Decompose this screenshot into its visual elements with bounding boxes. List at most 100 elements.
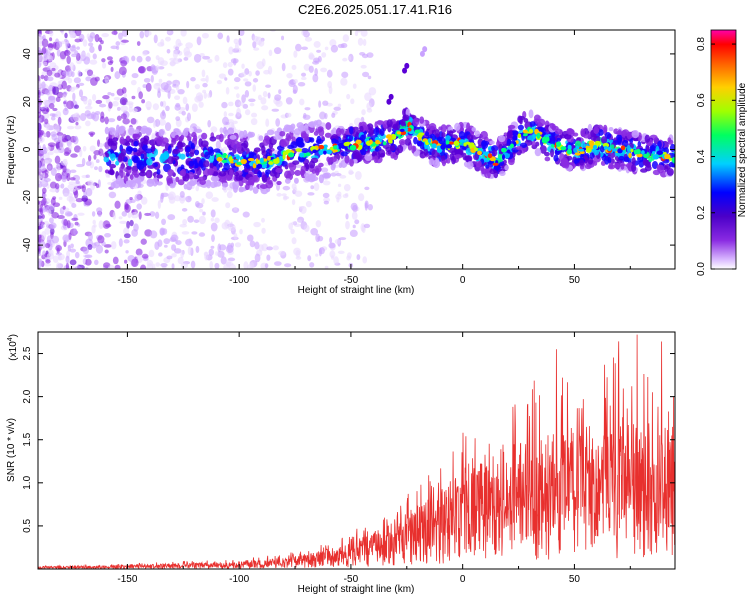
noise-blob bbox=[248, 70, 252, 77]
ridge-core bbox=[652, 154, 660, 160]
noise-blob bbox=[160, 192, 165, 200]
ridge-core bbox=[566, 148, 573, 155]
noise-blob bbox=[74, 135, 78, 142]
noise-blob bbox=[38, 234, 42, 239]
noise-blob bbox=[69, 62, 75, 71]
noise-blob bbox=[93, 154, 97, 160]
noise-blob bbox=[67, 244, 71, 252]
ridge-blob bbox=[431, 149, 439, 158]
noise-blob bbox=[155, 65, 160, 72]
noise-blob bbox=[257, 94, 262, 101]
y-multiplier: (x104) bbox=[7, 334, 19, 361]
noise-blob bbox=[161, 218, 167, 226]
noise-blob bbox=[93, 150, 101, 156]
noise-blob bbox=[38, 122, 42, 132]
noise-blob bbox=[41, 81, 46, 90]
noise-blob bbox=[92, 219, 96, 225]
y-multiplier-exp: 4 bbox=[7, 337, 14, 341]
noise-blob bbox=[67, 69, 73, 77]
ridge-blob bbox=[386, 119, 393, 128]
ridge-blob bbox=[553, 154, 559, 162]
noise-blob bbox=[68, 181, 76, 186]
noise-blob bbox=[195, 185, 200, 192]
noise-blob bbox=[47, 151, 54, 156]
ridge-blob bbox=[368, 128, 374, 137]
noise-blob bbox=[266, 246, 274, 251]
ridge-blob bbox=[348, 126, 354, 135]
noise-blob bbox=[131, 55, 136, 62]
noise-blob bbox=[94, 259, 99, 266]
noise-blob bbox=[42, 99, 50, 106]
noise-blob bbox=[234, 42, 239, 51]
ridge-blob bbox=[212, 159, 218, 167]
noise-blob bbox=[302, 114, 311, 120]
noise-blob bbox=[350, 202, 358, 211]
noise-blob bbox=[48, 217, 54, 224]
noise-blob bbox=[42, 197, 47, 205]
ridge-core bbox=[233, 159, 238, 163]
noise-blob bbox=[73, 145, 82, 153]
noise-blob bbox=[191, 103, 198, 113]
noise-blob bbox=[41, 46, 47, 54]
ridge-core bbox=[528, 129, 534, 134]
colorbar: 0.0 0.2 0.4 0.6 0.8 Normalized spectral ampl… bbox=[696, 29, 748, 276]
noise-blob bbox=[120, 60, 128, 67]
noise-blob bbox=[329, 250, 336, 259]
noise-blob bbox=[236, 107, 241, 117]
noise-blob bbox=[67, 125, 75, 130]
noise-blob bbox=[193, 53, 202, 63]
noise-blob bbox=[118, 66, 127, 76]
noise-blob bbox=[243, 261, 249, 269]
noise-blob bbox=[123, 239, 130, 244]
noise-blob bbox=[252, 35, 259, 42]
noise-blob bbox=[239, 228, 243, 235]
noise-blob bbox=[91, 242, 97, 249]
noise-blob bbox=[157, 199, 162, 209]
ridge-core bbox=[551, 144, 555, 148]
noise-blob bbox=[82, 258, 86, 264]
noise-blob bbox=[82, 145, 87, 152]
noise-blob bbox=[304, 107, 311, 111]
ridge-blob bbox=[263, 135, 270, 142]
noise-blob bbox=[69, 248, 77, 253]
ridge-blob bbox=[131, 155, 139, 163]
noise-blob bbox=[182, 219, 188, 226]
noise-blob bbox=[100, 111, 105, 119]
noise-blob bbox=[124, 204, 131, 213]
noise-blob bbox=[307, 192, 315, 196]
top-y-tick-label: 40 bbox=[22, 48, 33, 60]
noise-blob bbox=[328, 242, 336, 249]
ridge-blob bbox=[104, 126, 110, 135]
noise-blob bbox=[322, 192, 330, 199]
noise-blob bbox=[175, 82, 180, 91]
noise-blob bbox=[248, 98, 256, 103]
noise-blob bbox=[86, 69, 94, 77]
ridge-blob bbox=[213, 148, 221, 153]
noise-blob bbox=[47, 43, 54, 48]
noise-blob bbox=[53, 149, 61, 154]
ridge-blob bbox=[187, 135, 192, 142]
ridge-blob bbox=[292, 160, 300, 165]
noise-blob bbox=[157, 239, 163, 247]
ridge-blob bbox=[506, 131, 511, 139]
noise-blob bbox=[234, 76, 241, 83]
noise-blob bbox=[345, 220, 350, 230]
noise-blob bbox=[187, 215, 194, 223]
noise-blob bbox=[89, 145, 96, 152]
ridge-blob bbox=[289, 128, 295, 133]
noise-blob bbox=[43, 220, 49, 225]
noise-blob bbox=[329, 237, 333, 244]
ridge-blob bbox=[613, 162, 621, 169]
noise-blob bbox=[129, 196, 133, 201]
ridge-blob bbox=[667, 137, 672, 143]
noise-blob bbox=[234, 242, 242, 248]
noise-blob bbox=[49, 181, 57, 189]
ridge-blob bbox=[599, 145, 605, 153]
noise-blob bbox=[364, 92, 372, 101]
ridge-blob bbox=[140, 153, 145, 160]
noise-blob bbox=[38, 215, 43, 219]
noise-blob bbox=[94, 76, 100, 82]
ridge-blob bbox=[427, 134, 433, 140]
noise-blob bbox=[265, 118, 270, 128]
ridge-blob bbox=[620, 163, 625, 170]
